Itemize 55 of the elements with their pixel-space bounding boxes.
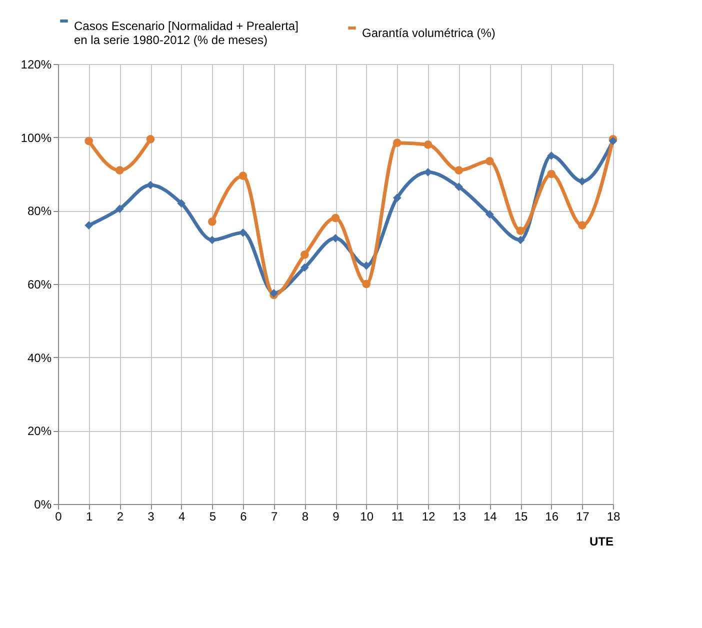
x-tick-label: 3 (148, 510, 155, 524)
point (424, 140, 432, 149)
y-tick-label: 120% (20, 58, 52, 72)
x-tick-label: 6 (240, 510, 248, 524)
x-tick-label: 4 (178, 510, 186, 524)
x-tick-label: 8 (302, 510, 309, 524)
point (578, 221, 586, 230)
x-tick-label: 11 (391, 510, 404, 524)
point (485, 156, 494, 166)
point (84, 221, 94, 230)
y-tick-label: 80% (27, 204, 52, 218)
x-tick-label: 15 (514, 510, 528, 524)
x-tick-label: 5 (209, 510, 216, 524)
point (516, 226, 525, 236)
x-tick-label: 0 (55, 510, 62, 524)
x-tick-label: 17 (576, 510, 590, 524)
point (146, 134, 155, 144)
x-tick-label: 9 (332, 510, 340, 524)
x-tick-label: 12 (422, 510, 436, 524)
point (84, 136, 94, 146)
point (454, 182, 464, 192)
point (547, 151, 556, 160)
point (392, 138, 402, 148)
point (208, 217, 216, 226)
x-tick-label: 13 (452, 510, 466, 524)
point (177, 199, 186, 208)
y-tick-label: 0% (34, 498, 52, 512)
x-tick-label: 7 (270, 510, 278, 524)
x-tick-label: 16 (545, 510, 559, 524)
legend-label: Garantía volumétrica (%) (362, 26, 496, 40)
point (238, 172, 248, 180)
point (115, 204, 124, 214)
point (115, 166, 124, 175)
point (362, 261, 371, 270)
x-tick-label: 1 (86, 510, 93, 524)
point (362, 280, 371, 288)
x-tick-label: 18 (606, 510, 620, 524)
point (485, 210, 494, 219)
point (300, 250, 309, 259)
y-tick-label: 20% (27, 424, 52, 438)
point (454, 166, 464, 175)
x-axis-title: UTE (590, 534, 614, 548)
y-tick-label: 40% (27, 350, 52, 365)
point (547, 170, 556, 178)
point (392, 194, 402, 202)
x-tick-label: 14 (483, 510, 498, 524)
point (578, 177, 586, 186)
x-tick-label: 2 (116, 510, 124, 524)
y-tick-label: 100% (20, 130, 52, 145)
point (300, 263, 309, 272)
legend-label: Casos Escenario [Normalidad + Prealerta] en la serie 1980-2012 (% de meses) (74, 19, 298, 47)
point (516, 236, 525, 244)
point (331, 214, 340, 222)
y-tick-label: 60% (27, 278, 52, 292)
x-tick-label: 10 (360, 510, 374, 524)
